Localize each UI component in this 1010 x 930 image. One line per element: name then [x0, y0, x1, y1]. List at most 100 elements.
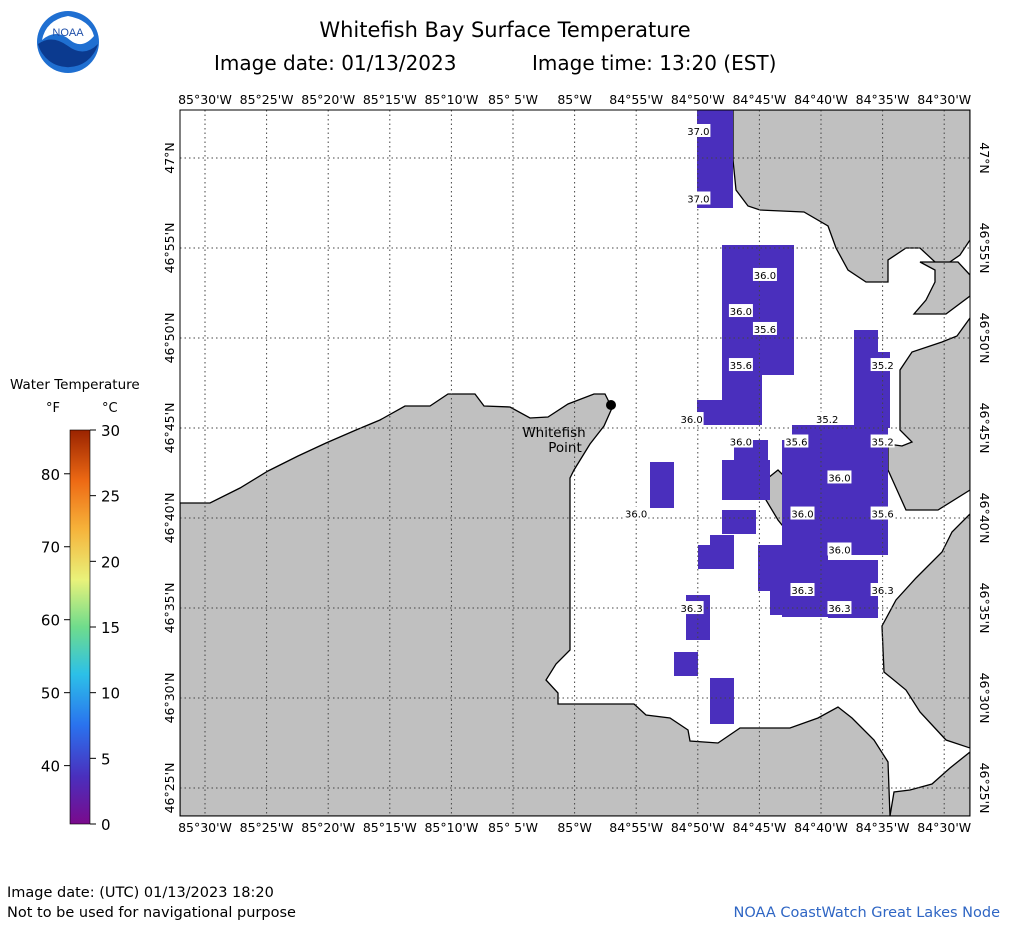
lat-label-left: 46°30'N	[162, 673, 177, 724]
graticule	[180, 110, 970, 816]
lon-label-bottom: 84°55'W	[609, 820, 663, 835]
legend-title: Water Temperature	[10, 377, 140, 393]
temperature-label: 36.0	[679, 412, 704, 426]
image-time: Image time: 13:20 (EST)	[532, 51, 777, 75]
lat-label-right: 47°N	[977, 142, 992, 174]
svg-text:35.6: 35.6	[754, 325, 776, 336]
lon-label-top: 84°40'W	[794, 92, 848, 107]
temperature-label: 36.0	[790, 506, 815, 521]
place-label-line2: Point	[548, 440, 582, 456]
lon-label-bottom: 85°15'W	[363, 820, 417, 835]
temperature-label: 36.0	[728, 304, 753, 318]
temperature-label: 36.3	[870, 583, 895, 597]
svg-text:37.0: 37.0	[687, 127, 709, 138]
svg-text:35.2: 35.2	[871, 438, 893, 449]
legend-tick-f: 60	[41, 612, 60, 630]
whitefish-point-marker	[606, 400, 616, 410]
lat-label-left: 46°55'N	[162, 223, 177, 274]
lon-label-top: 85°25'W	[240, 92, 294, 107]
lon-label-top: 84°30'W	[917, 92, 971, 107]
lon-label-bottom: 84°50'W	[671, 820, 725, 835]
footer-utc-date: Image date: (UTC) 01/13/2023 18:20	[7, 885, 274, 901]
image-date: Image date: 01/13/2023	[214, 51, 457, 75]
map-frame	[179, 109, 971, 817]
lon-label-top: 85°W	[557, 92, 592, 107]
svg-text:35.2: 35.2	[871, 361, 893, 372]
svg-text:NOAA: NOAA	[52, 27, 84, 39]
lat-label-left: 46°45'N	[162, 403, 177, 454]
lat-label-left: 47°N	[162, 142, 177, 174]
lon-label-top: 85°30'W	[178, 92, 232, 107]
temperature-label: 36.3	[679, 601, 704, 615]
land	[180, 110, 970, 816]
svg-text:36.0: 36.0	[828, 473, 850, 484]
temperature-label: 35.6	[870, 506, 895, 521]
svg-text:36.3: 36.3	[871, 586, 893, 597]
temperature-label: 35.6	[728, 358, 753, 372]
temperature-label: 36.0	[827, 470, 852, 484]
svg-text:36.0: 36.0	[791, 510, 813, 521]
lon-label-bottom: 85°10'W	[424, 820, 478, 835]
temperature-labels: 37.037.036.036.035.635.636.0 35.235.236.0…	[624, 124, 895, 615]
temperature-label: 36.3	[827, 601, 852, 615]
legend-tick-f: 40	[41, 758, 60, 776]
lat-label-right: 46°40'N	[977, 493, 992, 544]
lon-label-top: 85°20'W	[301, 92, 355, 107]
legend-tick-c: 10	[101, 685, 120, 703]
temperature-label: 36.0	[827, 542, 852, 557]
lat-label-right: 46°55'N	[977, 223, 992, 274]
temperature-label: 37.0	[686, 124, 711, 138]
lon-label-bottom: 84°30'W	[917, 820, 971, 835]
lon-label-bottom: 84°40'W	[794, 820, 848, 835]
lon-label-top: 84°45'W	[732, 92, 786, 107]
lon-label-top: 85° 5'W	[488, 92, 538, 107]
temperature-label: 36.0	[752, 267, 777, 282]
lat-label-left: 46°35'N	[162, 583, 177, 634]
lon-label-top: 84°50'W	[671, 92, 725, 107]
svg-text:36.0: 36.0	[730, 307, 752, 318]
legend-tick-f: 70	[41, 539, 60, 557]
temperature-label: 35.6	[752, 321, 777, 336]
lon-label-top: 84°35'W	[856, 92, 910, 107]
temperature-label: 36.3	[790, 583, 815, 597]
legend-unit-c: °C	[102, 401, 118, 416]
svg-text:36.3: 36.3	[828, 604, 850, 615]
lon-label-bottom: 85° 5'W	[488, 820, 538, 835]
lon-label-top: 85°10'W	[424, 92, 478, 107]
lat-label-right: 46°35'N	[977, 583, 992, 634]
lon-label-bottom: 85°20'W	[301, 820, 355, 835]
svg-text:36.0: 36.0	[730, 438, 752, 449]
lon-label-bottom: 85°30'W	[178, 820, 232, 835]
temperature-label: 36.0	[728, 434, 753, 449]
legend-tick-c: 15	[101, 619, 120, 637]
lon-label-bottom: 85°25'W	[240, 820, 294, 835]
legend-tick-c: 5	[101, 750, 111, 768]
lat-label-right: 46°25'N	[977, 763, 992, 814]
legend-tick-f: 80	[41, 466, 60, 484]
svg-text:36.0: 36.0	[680, 415, 702, 426]
footer-credit: NOAA CoastWatch Great Lakes Node	[733, 905, 1000, 921]
lon-label-top: 85°15'W	[363, 92, 417, 107]
lat-label-left: 46°25'N	[162, 763, 177, 814]
place-label-line1: Whitefish	[522, 425, 585, 441]
lat-label-left: 46°40'N	[162, 493, 177, 544]
lon-label-bottom: 84°35'W	[856, 820, 910, 835]
lat-label-right: 46°50'N	[977, 313, 992, 364]
page-title: Whitefish Bay Surface Temperature	[319, 18, 691, 42]
svg-text:35.6: 35.6	[730, 361, 752, 372]
legend-tick-c: 0	[101, 816, 111, 834]
lat-label-left: 46°50'N	[162, 313, 177, 364]
svg-text:36.3: 36.3	[791, 586, 813, 597]
temperature-label: 35.2	[870, 358, 895, 372]
lat-label-right: 46°30'N	[977, 673, 992, 724]
svg-text:36.0: 36.0	[754, 271, 776, 282]
noaa-logo: NOAA	[36, 10, 100, 74]
axis-labels: 85°30'W 85°30'W 85°25'W 85°25'W 85°20'W 85°20…	[162, 92, 992, 835]
svg-text:35.6: 35.6	[785, 438, 807, 449]
svg-text:37.0: 37.0	[687, 195, 709, 206]
svg-text:36.0: 36.0	[828, 546, 850, 557]
temperature-label: 36.0	[624, 506, 649, 521]
temperature-label: 37.0	[686, 191, 711, 206]
